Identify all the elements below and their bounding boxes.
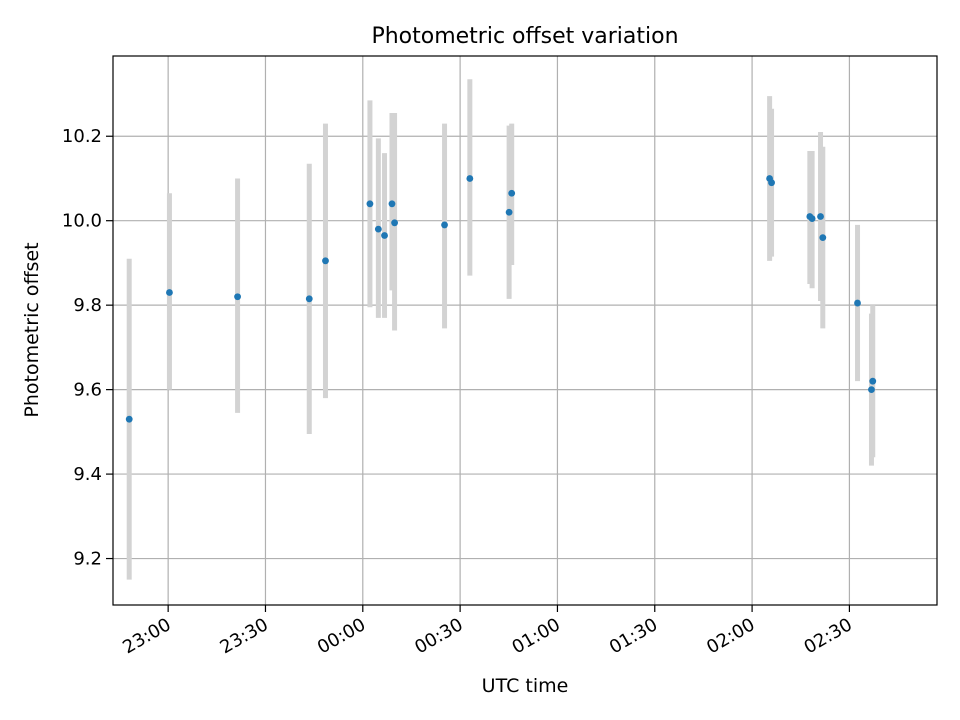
data-point	[374, 225, 382, 233]
y-tick-label: 9.6	[73, 380, 102, 401]
x-tick-label: 23:00	[119, 614, 174, 658]
data-point	[808, 215, 816, 222]
plot-area-frame	[112, 55, 938, 606]
data-point	[125, 415, 133, 423]
data-point	[391, 219, 398, 227]
data-point	[817, 213, 824, 220]
y-tick-label: 9.8	[73, 295, 102, 316]
y-axis-label: Photometric offset	[21, 242, 43, 417]
x-tick-label: 01:00	[509, 614, 564, 658]
data-point	[441, 221, 448, 229]
x-tick-label: 00:00	[314, 614, 369, 658]
data-point	[305, 295, 313, 303]
x-tick-label: 02:00	[703, 614, 758, 658]
y-tick-label: 10.2	[62, 126, 102, 147]
x-axis-ticks: 23:00 23:30 00:00 00:30 01:00 01:30 02:00 02:30	[119, 605, 856, 658]
chart-title: Photometric offset variation	[371, 24, 678, 49]
data-point	[322, 257, 329, 265]
data-points	[125, 175, 877, 423]
x-tick-label: 01:30	[606, 614, 661, 658]
data-point	[869, 377, 877, 385]
data-point	[381, 232, 388, 239]
x-tick-label: 00:30	[411, 614, 466, 658]
data-point	[854, 299, 861, 307]
x-tick-label: 02:30	[800, 614, 855, 658]
data-point	[868, 386, 875, 394]
data-point	[166, 289, 173, 296]
error-bars	[126, 79, 876, 580]
y-tick-label: 9.2	[73, 549, 102, 570]
data-point	[388, 200, 396, 208]
data-point	[768, 179, 775, 187]
y-axis-ticks: 9.2 9.4 9.6 9.8 10.0 10.2	[62, 126, 113, 570]
data-point	[505, 208, 513, 216]
grid	[113, 56, 937, 605]
y-tick-label: 10.0	[62, 211, 102, 232]
data-point	[234, 293, 241, 301]
data-point	[508, 189, 516, 197]
x-tick-label: 23:30	[217, 614, 272, 658]
data-point	[819, 234, 827, 241]
data-point	[366, 200, 374, 208]
data-point	[466, 175, 474, 182]
y-tick-label: 9.4	[73, 464, 102, 485]
x-axis-label: UTC time	[482, 675, 569, 697]
